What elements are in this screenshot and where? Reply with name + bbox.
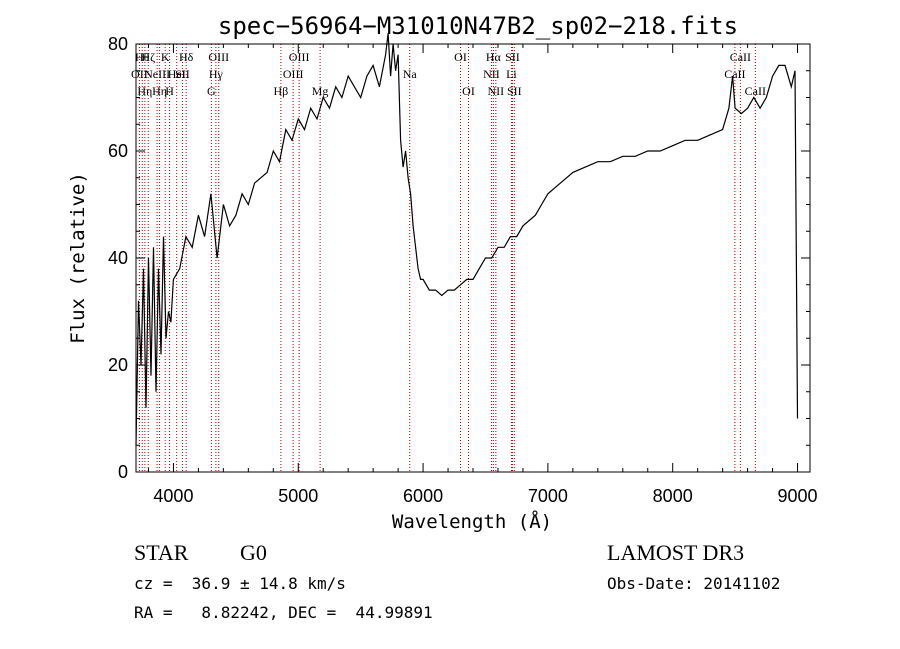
y-tick-label: 60 (108, 141, 128, 161)
emission-line-label: Hη (152, 84, 167, 98)
x-axis-label: Wavelength (Å) (392, 510, 552, 533)
y-tick-label: 20 (108, 355, 128, 375)
obs-date-readout: Obs-Date: 20141102 (607, 574, 781, 593)
emission-line-label: OIII (289, 50, 310, 64)
emission-line-label: Hζ (141, 50, 155, 64)
subclass-label: G0 (240, 540, 267, 565)
x-tick-label: 4000 (153, 486, 193, 506)
emission-line-label: NII (483, 67, 500, 81)
emission-line-label: SII (175, 67, 190, 81)
emission-line-label: NII (488, 84, 505, 98)
x-tick-label: 7000 (528, 486, 568, 506)
emission-line-label: CaII (724, 67, 745, 81)
emission-line-label: OI (462, 84, 475, 98)
emission-line-label: SII (507, 84, 522, 98)
emission-line-label: HeI (168, 67, 186, 81)
emission-line-label: G (207, 84, 216, 98)
emission-line-label: Hα (486, 50, 502, 64)
emission-line-label: OIII (283, 67, 304, 81)
emission-line-label: OIII (208, 50, 229, 64)
emission-line-label: Hδ (179, 50, 194, 64)
emission-line-label: CaII (730, 50, 751, 64)
emission-line-label: Hη (137, 84, 152, 98)
emission-line-label: OI (454, 50, 467, 64)
emission-line-labels: OIIHθHηHζNeIIIHηKHHeISIIHδGHγOIIIHβOIIIO… (131, 50, 766, 98)
y-tick-label: 40 (108, 248, 128, 268)
x-tick-label: 6000 (403, 486, 443, 506)
survey-label: LAMOST DR3 (607, 540, 745, 565)
emission-line-label: Li (506, 67, 517, 81)
emission-line-label: NeIII (144, 67, 170, 81)
emission-line-label: Na (403, 67, 418, 81)
axis-ticks: 4000 5000 6000 7000 8000 9000 0 20 40 60 80 (108, 34, 818, 506)
emission-line-label: OII (131, 67, 148, 81)
redshift-readout: cz = 36.9 ± 14.8 km/s (134, 574, 346, 593)
emission-line-label: K (161, 50, 170, 64)
y-tick-label: 0 (118, 462, 128, 482)
chart-title: spec−56964−M31010N47B2_sp02−218.fits (218, 12, 738, 40)
y-tick-label: 80 (108, 34, 128, 54)
x-tick-label: 5000 (278, 486, 318, 506)
coordinates-readout: RA = 8.82242, DEC = 44.99891 (134, 603, 433, 622)
emission-line-label: CaII (745, 84, 766, 98)
plot-frame (135, 43, 811, 473)
emission-line-label: Hθ (135, 50, 150, 64)
flux-series-line (135, 33, 799, 446)
emission-line-label: SII (505, 50, 520, 64)
classification-label: STAR (134, 540, 189, 565)
y-axis-label: Flux (relative) (67, 172, 89, 344)
x-tick-label: 8000 (653, 486, 693, 506)
emission-lines (138, 44, 756, 472)
emission-line-label: Hγ (209, 67, 224, 81)
emission-line-label: H (165, 84, 174, 98)
emission-line-label: Mg (312, 84, 329, 98)
emission-line-label: Hβ (274, 84, 289, 98)
x-tick-label: 9000 (777, 486, 817, 506)
